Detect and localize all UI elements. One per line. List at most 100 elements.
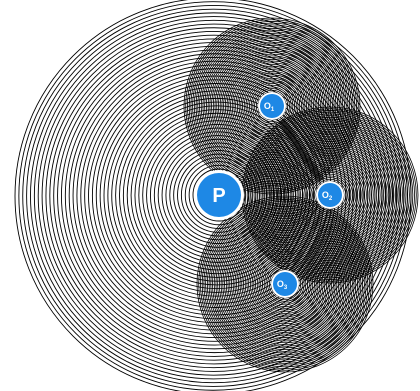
ring (257, 122, 403, 268)
ring (37, 19, 390, 372)
ring (239, 238, 331, 330)
ring (187, 21, 357, 191)
ring (241, 240, 329, 328)
ring (236, 235, 334, 333)
ring (251, 250, 319, 318)
ring (296, 161, 364, 229)
ring (308, 173, 352, 217)
ring (255, 120, 405, 270)
ring (26, 8, 401, 384)
ring (205, 204, 365, 364)
ring (218, 52, 326, 160)
ring (252, 86, 292, 126)
ring (243, 242, 327, 326)
node-p-circle (197, 173, 241, 217)
node-o3-circle (273, 272, 297, 296)
ring (291, 156, 369, 234)
ring (188, 22, 356, 190)
node-o1-label: O (264, 101, 271, 111)
ring (249, 248, 321, 320)
node-p: P (194, 170, 244, 220)
svg-text:O1: O1 (264, 101, 275, 113)
ring (250, 115, 410, 275)
ring (298, 163, 362, 227)
ring (265, 264, 305, 304)
ring (224, 58, 320, 154)
ring (268, 267, 302, 301)
ring (282, 147, 378, 243)
ring (227, 226, 343, 342)
ring (153, 131, 282, 260)
ring (206, 205, 364, 363)
ring (265, 130, 395, 260)
ring (33, 16, 394, 376)
ring (231, 230, 339, 338)
ring (215, 214, 355, 354)
ring (246, 245, 324, 323)
ring (183, 17, 361, 195)
ring (30, 12, 398, 380)
ring (284, 149, 376, 241)
ring (238, 72, 306, 140)
svg-text:O2: O2 (322, 190, 333, 202)
ring (157, 135, 278, 256)
ring (222, 221, 348, 347)
ring (217, 216, 353, 352)
ring (221, 55, 323, 157)
ring (234, 233, 336, 335)
node-o1-sub: 1 (271, 107, 275, 113)
ring (244, 243, 326, 325)
ring (255, 254, 315, 314)
ring (232, 231, 338, 337)
ring (247, 81, 297, 131)
svg-text:O3: O3 (277, 279, 288, 291)
ring (267, 132, 393, 258)
ring (245, 79, 299, 133)
ring (251, 116, 409, 274)
o3-concentric-rings (196, 195, 374, 373)
ring (201, 200, 369, 368)
ring (258, 257, 312, 311)
ring (274, 139, 386, 251)
ring (229, 228, 341, 340)
ring (270, 135, 390, 255)
ring (211, 45, 333, 167)
ring (248, 247, 322, 321)
ring (41, 23, 387, 369)
ring (214, 48, 330, 164)
ring (161, 138, 275, 252)
node-o3-sub: 3 (284, 285, 288, 291)
ring (233, 67, 311, 145)
ring (225, 224, 345, 344)
node-o2-label: O (322, 190, 329, 200)
ring (254, 88, 290, 124)
node-o2: O2 (316, 181, 344, 209)
ring (248, 113, 412, 277)
node-o3: O3 (271, 270, 299, 298)
ring (260, 125, 400, 265)
ring (246, 111, 414, 279)
node-p-label: P (212, 185, 225, 207)
ring (198, 197, 372, 371)
node-o2-sub: 2 (329, 196, 333, 202)
ring (207, 41, 337, 171)
node-o3-label: O (277, 279, 284, 289)
ring (195, 29, 349, 183)
ring (255, 89, 289, 123)
ring (263, 262, 307, 306)
ring (76, 57, 354, 335)
ring (204, 38, 340, 174)
ring (277, 142, 383, 248)
ring (228, 62, 316, 150)
ring (200, 199, 370, 369)
ring (68, 49, 361, 342)
ring (220, 219, 350, 349)
ring (185, 19, 359, 193)
ring (267, 266, 303, 302)
ring (218, 217, 352, 351)
ring (216, 50, 328, 162)
ring (305, 170, 355, 220)
ring (240, 74, 304, 138)
ring (203, 202, 367, 366)
